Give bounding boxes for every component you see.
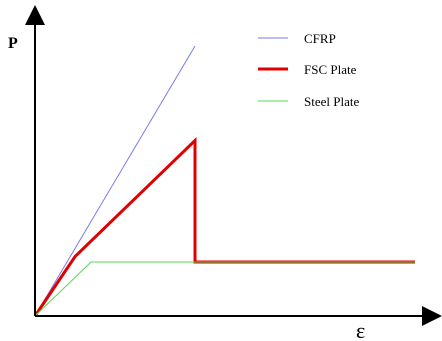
legend: CFRP FSC Plate Steel Plate xyxy=(258,31,359,109)
series-line-steel-plate xyxy=(34,261,415,317)
series-line-cfrp xyxy=(34,45,196,317)
plot-area xyxy=(33,45,415,317)
legend-label-fsc-plate: FSC Plate xyxy=(304,62,357,77)
x-axis-label: ε xyxy=(356,318,365,341)
series-line-fsc-plate xyxy=(33,136,415,317)
y-axis-label: P xyxy=(8,35,18,52)
legend-label-cfrp: CFRP xyxy=(304,31,336,46)
legend-label-steel-plate: Steel Plate xyxy=(304,94,359,109)
